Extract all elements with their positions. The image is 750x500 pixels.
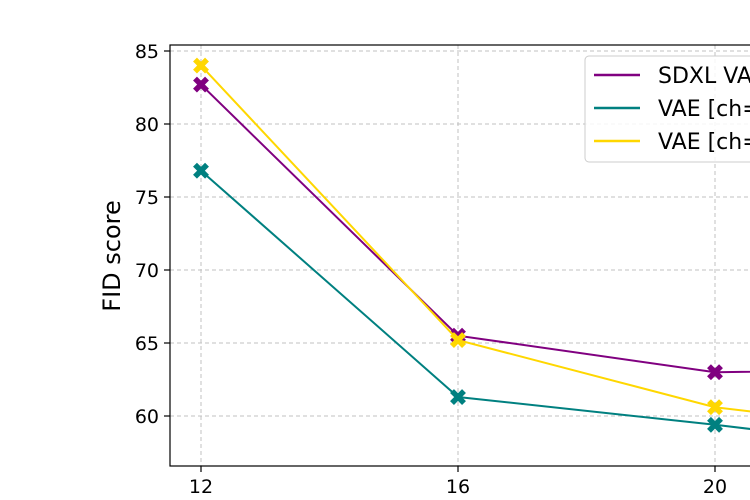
data-point-marker [193,162,209,179]
data-point-marker [707,399,723,416]
y-tick-label: 80 [135,114,159,136]
y-tick-label: 75 [135,187,159,209]
data-point-marker [707,416,723,433]
series-1 [193,162,750,433]
data-point-marker [193,57,209,74]
y-tick-label: 70 [135,260,159,282]
series-line [200,83,750,374]
data-point-marker [450,332,466,349]
legend-box [584,55,750,163]
series-layer [193,57,750,433]
y-tick-label: 60 [135,406,159,428]
x-tick-label: 12 [189,476,213,498]
y-axis-title: FID score [98,200,126,311]
x-tick-label: 20 [703,476,727,498]
series-2 [193,57,750,416]
legend-label: VAE [ch= [658,97,750,122]
plot-frame [169,44,750,467]
legend: SDXL VA VAE [ch= VAE [ch= [584,55,750,163]
legend-label: VAE [ch= [658,130,750,155]
y-tick-label: 65 [135,333,159,355]
data-point-marker [193,76,209,93]
series-line [200,169,750,430]
data-point-marker [450,389,466,405]
series-line [200,64,750,413]
y-tick-label: 85 [135,41,159,63]
legend-label: SDXL VA [658,64,750,89]
x-tick-label: 16 [446,476,470,498]
tick-layer: 60 65 70 75 80 85 12 16 20 [135,41,727,498]
data-point-marker [707,364,723,381]
